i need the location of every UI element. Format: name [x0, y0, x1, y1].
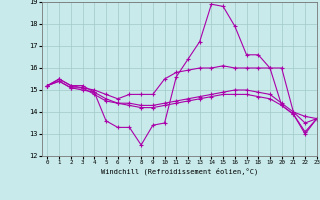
X-axis label: Windchill (Refroidissement éolien,°C): Windchill (Refroidissement éolien,°C) [100, 168, 258, 175]
